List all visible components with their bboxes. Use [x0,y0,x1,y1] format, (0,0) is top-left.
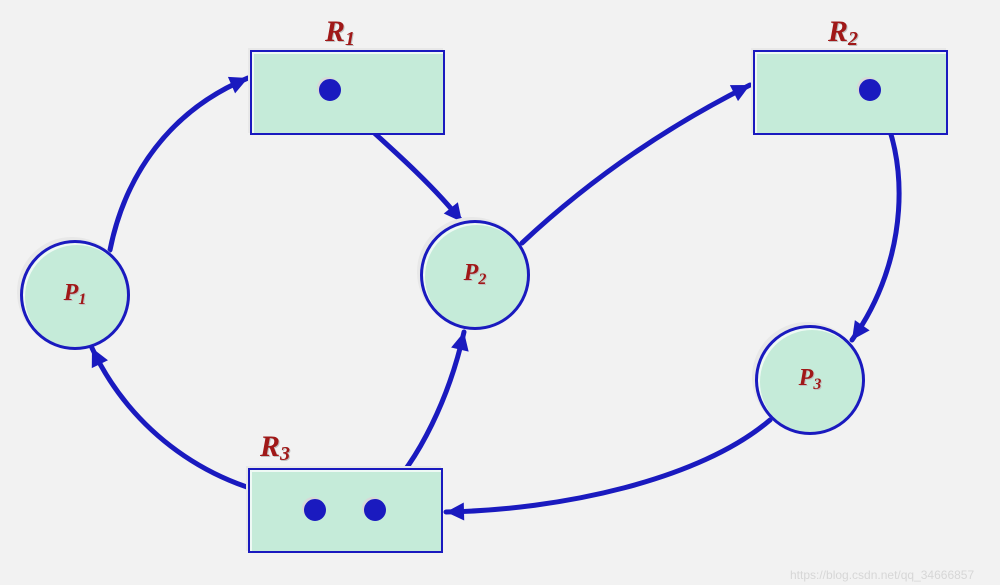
process-label-P2: P2 [464,260,487,289]
resource-dot-R3-1 [364,499,386,521]
process-P1: P1 [20,240,130,350]
resource-R1 [250,50,445,135]
process-label-P3: P3 [799,365,822,394]
process-P2: P2 [420,220,530,330]
watermark: https://blog.csdn.net/qq_34666857 [790,568,974,582]
resource-R3 [248,468,443,553]
process-P3: P3 [755,325,865,435]
process-label-P1: P1 [64,280,87,309]
resource-R2 [753,50,948,135]
resource-label-R3: R3 [260,430,290,466]
resource-label-R1: R1 [325,15,355,51]
edge-P2-R2 [522,85,750,243]
watermark-text: https://blog.csdn.net/qq_34666857 [790,568,974,582]
arrowhead-P3-R3 [446,503,464,521]
arrowhead-R3-P2 [451,332,469,352]
edge-P1-R1 [110,78,248,250]
resource-dot-R3-0 [304,499,326,521]
edge-P3-R3 [446,420,770,512]
diagram-canvas: R1 R2 R3 P1 P2 P3 https://blog.csdn.net/qq_34… [0,0,1000,585]
resource-dot-R2-0 [859,79,881,101]
resource-dot-R1-0 [319,79,341,101]
edge-R2-P3 [852,100,899,340]
resource-label-R2: R2 [828,15,858,51]
